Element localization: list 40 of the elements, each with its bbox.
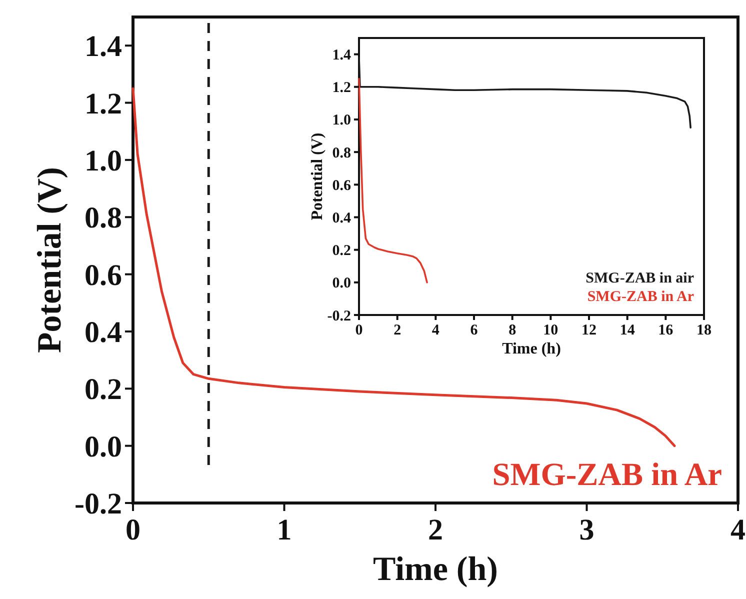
y-tick-label: 0.2: [332, 243, 351, 260]
y-tick-label: 1.4: [84, 30, 122, 64]
x-tick-label: 0: [126, 514, 140, 546]
y-tick-label: 0.4: [332, 210, 352, 226]
x-tick-label: 4: [730, 514, 746, 546]
x-tick-label: 6: [470, 322, 478, 338]
text: SMG-ZAB in air: [586, 270, 694, 286]
y-tick-label: -0.2: [327, 308, 351, 324]
x-axis-title: Time (h): [502, 340, 561, 358]
x-tick-label: 18: [696, 322, 712, 338]
x-tick-label: 2: [394, 322, 402, 338]
y-tick-label: 0.6: [84, 258, 122, 292]
y-tick-label: 1.0: [332, 112, 351, 129]
x-tick-label: 12: [582, 322, 596, 338]
y-tick-label: -0.2: [74, 488, 122, 520]
x-tick-label: 3: [579, 514, 594, 546]
x-tick-label: 4: [432, 322, 440, 338]
x-tick-label: 10: [543, 322, 558, 338]
x-tick-label: 0: [355, 322, 363, 338]
y-tick-label: 0.2: [84, 373, 122, 406]
y-tick-label: 0.6: [332, 178, 352, 194]
y-tick-label: 0.0: [332, 276, 351, 292]
y-tick-label: 0.8: [332, 145, 351, 162]
x-axis-title: Time (h): [373, 551, 498, 588]
y-tick-label: 0.8: [84, 202, 122, 235]
y-tick-label: 1.0: [84, 144, 122, 178]
series-label: SMG-ZAB in Ar: [492, 456, 722, 492]
y-tick-label: 1.2: [84, 87, 122, 120]
y-axis-title: Potential (V): [32, 166, 69, 354]
y-tick-label: 0.0: [84, 430, 122, 464]
y-axis-title: Potential (V): [309, 132, 326, 220]
y-tick-label: 1.2: [332, 80, 351, 96]
y-tick-label: 0.4: [84, 316, 122, 349]
y-tick-label: 1.4: [332, 48, 352, 64]
x-tick-label: 2: [428, 514, 443, 546]
x-tick-label: 16: [658, 322, 674, 338]
x-tick-label: 14: [620, 322, 636, 338]
x-tick-label: 8: [508, 322, 516, 338]
text: SMG-ZAB in Ar: [587, 289, 694, 305]
x-tick-label: 1: [276, 514, 292, 546]
